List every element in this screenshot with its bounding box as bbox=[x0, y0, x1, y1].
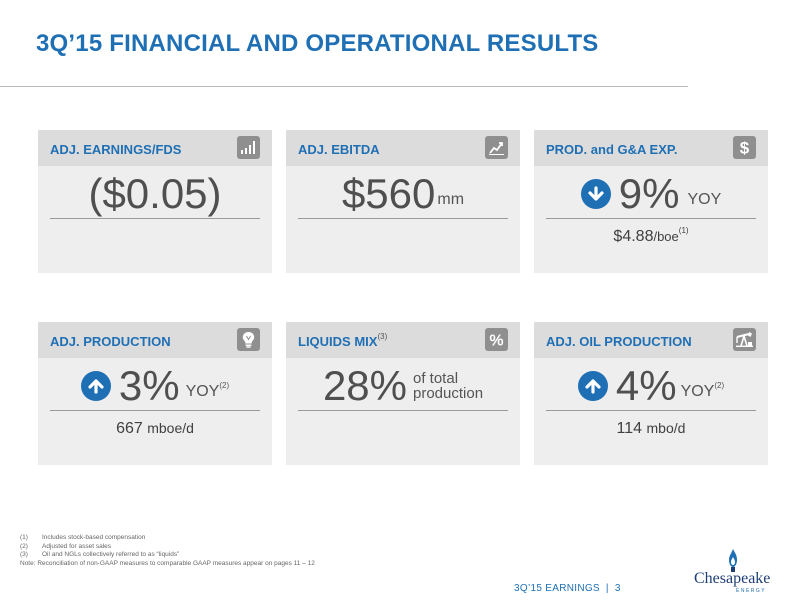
card-label: ADJ. EBITDA bbox=[298, 142, 380, 157]
footnote-note: Note: Reconciliation of non-GAAP measure… bbox=[20, 559, 315, 567]
oil-volume: 114 mbo/d bbox=[616, 420, 686, 437]
card-divider bbox=[50, 218, 260, 219]
ebitda-value: $560 bbox=[341, 170, 436, 217]
footnotes: (1) Includes stock-based compensation (2)… bbox=[20, 534, 315, 568]
card-label: ADJ. PRODUCTION bbox=[50, 334, 171, 349]
production-volume: 667 mboe/d bbox=[116, 420, 194, 437]
page-number: 3 bbox=[614, 583, 621, 594]
card-header: PROD. and G&A EXP. $ bbox=[534, 130, 768, 166]
card-label: LIQUIDS MIX(3) bbox=[298, 332, 388, 349]
flame-icon bbox=[729, 549, 737, 572]
card-label: ADJ. OIL PRODUCTION bbox=[546, 334, 692, 349]
lightbulb-icon bbox=[237, 328, 260, 351]
card-header: ADJ. OIL PRODUCTION bbox=[534, 322, 768, 358]
production-value: 3% bbox=[118, 362, 180, 409]
card-header: ADJ. PRODUCTION bbox=[38, 322, 272, 358]
oil-pump-icon bbox=[733, 328, 756, 351]
ebitda-card: ADJ. EBITDA $560 mm bbox=[286, 130, 520, 273]
svg-text:%: % bbox=[489, 333, 503, 349]
card-divider bbox=[50, 410, 260, 411]
page-title: 3Q’15 FINANCIAL AND OPERATIONAL RESULTS bbox=[36, 30, 599, 57]
up-arrow-icon bbox=[577, 371, 608, 401]
card-label: PROD. and G&A EXP. bbox=[546, 142, 678, 157]
production-card: ADJ. PRODUCTION 3% YOY(2) 667 mboe/d bbox=[38, 322, 272, 465]
liquids-description: of total production bbox=[413, 370, 484, 402]
card-header: ADJ. EBITDA bbox=[286, 130, 520, 166]
card-divider bbox=[298, 218, 508, 219]
card-divider bbox=[298, 410, 508, 411]
oil-value: 4% bbox=[615, 362, 677, 409]
card-divider bbox=[546, 410, 756, 411]
oil-unit: YOY(2) bbox=[680, 381, 725, 400]
card-header: ADJ. EARNINGS/FDS bbox=[38, 130, 272, 166]
prod-ga-card: PROD. and G&A EXP. $ 9% YOY $4.88/boe(1) bbox=[534, 130, 768, 273]
card-divider bbox=[546, 218, 756, 219]
prod-ga-per-boe: $4.88/boe(1) bbox=[613, 226, 689, 245]
footnote: (2) Adjusted for asset sales bbox=[20, 542, 112, 550]
percent-icon: % bbox=[485, 328, 508, 351]
svg-text:$: $ bbox=[740, 139, 750, 156]
prod-ga-value: 9% bbox=[618, 170, 680, 217]
liquids-card: LIQUIDS MIX(3) % 28% of total production bbox=[286, 322, 520, 465]
chesapeake-logo: Chesapeake ENERGY bbox=[694, 548, 786, 596]
logo-subtitle: ENERGY bbox=[736, 588, 767, 594]
footer: 3Q’15 EARNINGS | 3 bbox=[514, 583, 621, 594]
card-label: ADJ. EARNINGS/FDS bbox=[50, 142, 182, 157]
oil-card: ADJ. OIL PRODUCTION 4% YOY(2) 114 mbo/d bbox=[534, 322, 768, 465]
earnings-card: ADJ. EARNINGS/FDS ($0.05) bbox=[38, 130, 272, 273]
down-arrow-icon bbox=[580, 179, 611, 209]
footnote: (3) Oil and NGLs collectively referred to… bbox=[20, 551, 180, 558]
logo-wordmark: Chesapeake bbox=[694, 570, 771, 587]
bar-chart-icon bbox=[237, 136, 260, 159]
card-header: LIQUIDS MIX(3) % bbox=[286, 322, 520, 358]
dollar-icon: $ bbox=[733, 136, 756, 159]
prod-ga-unit: YOY bbox=[687, 191, 722, 208]
footnote: (1) Includes stock-based compensation bbox=[20, 534, 146, 541]
footer-label: 3Q’15 EARNINGS bbox=[514, 583, 600, 594]
liquids-value: 28% bbox=[322, 362, 407, 409]
earnings-value: ($0.05) bbox=[88, 170, 222, 217]
production-unit: YOY(2) bbox=[185, 381, 230, 400]
trend-up-icon bbox=[485, 136, 508, 159]
up-arrow-icon bbox=[80, 371, 111, 401]
ebitda-unit: mm bbox=[437, 191, 465, 208]
footer-separator: | bbox=[605, 583, 609, 594]
title-divider bbox=[0, 86, 688, 87]
